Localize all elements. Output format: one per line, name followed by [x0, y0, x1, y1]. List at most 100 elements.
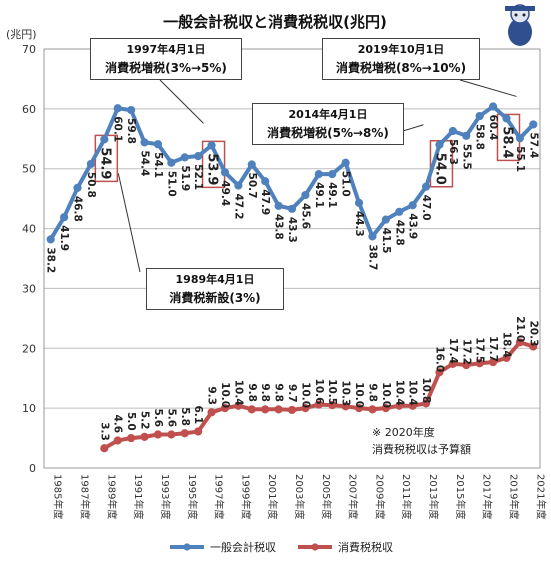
callout-2014-date: 2014年4月1日 — [288, 108, 368, 121]
x-tick-label: 2017年度 — [481, 474, 494, 519]
general-revenue-data-label: 45.6 — [299, 203, 311, 229]
consumption-tax-data-label: 10.4 — [232, 380, 244, 406]
consumption-tax-point — [515, 338, 524, 347]
x-tick-label: 1985年度 — [52, 474, 65, 519]
consumption-tax-point — [354, 404, 364, 413]
consumption-tax-point — [328, 401, 337, 410]
consumption-tax-data-label: 17.5 — [474, 337, 486, 363]
consumption-tax-data-label: 18.4 — [500, 332, 512, 358]
general-revenue-data-label: 58.8 — [474, 124, 486, 150]
consumption-tax-point — [194, 427, 203, 436]
consumption-tax-data-label: 10.0 — [353, 382, 365, 408]
y-tick-label: 20 — [22, 342, 36, 355]
general-revenue-point — [180, 153, 189, 162]
consumption-tax-data-label: 17.2 — [460, 339, 472, 365]
general-revenue-point — [421, 182, 431, 191]
general-revenue-point — [328, 170, 337, 179]
callout-2019-text: 消費税増税(8%→10%) — [335, 61, 467, 75]
consumption-tax-data-label: 10.4 — [407, 380, 419, 406]
general-revenue-point — [502, 114, 511, 123]
consumption-tax-point — [475, 359, 484, 368]
general-revenue-data-label: 47.0 — [420, 195, 432, 221]
consumption-tax-point — [488, 357, 498, 367]
general-revenue-data-label: 56.3 — [447, 139, 459, 165]
general-revenue-point — [287, 204, 297, 213]
callout-1997-pointer — [159, 79, 204, 124]
consumption-tax-data-label: 10.5 — [326, 379, 338, 405]
callout-2014: 2014年4月1日 消費税増税(5%→8%) — [252, 103, 404, 145]
consumption-tax-data-label: 17.4 — [447, 338, 459, 364]
general-revenue-data-label: 46.8 — [72, 196, 84, 222]
y-tick-label: 0 — [29, 462, 36, 475]
general-revenue-data-label: 41.9 — [58, 225, 70, 251]
consumption-tax-data-label: 9.8 — [273, 383, 285, 402]
consumption-tax-data-label: 5.8 — [179, 407, 191, 426]
general-revenue-point — [86, 159, 96, 169]
general-revenue-point — [247, 160, 256, 169]
general-revenue-point — [314, 170, 323, 179]
general-revenue-data-label: 54.1 — [152, 152, 164, 178]
general-revenue-point — [395, 207, 404, 216]
consumption-tax-data-label: 17.7 — [487, 336, 499, 362]
consumption-tax-point — [368, 405, 377, 414]
x-tick-label: 2007年度 — [347, 474, 360, 519]
general-revenue-point — [140, 138, 149, 147]
consumption-tax-data-label: 4.6 — [112, 414, 124, 433]
budget-note-line1: ※ 2020年度 — [372, 426, 435, 439]
consumption-tax-data-label: 10.8 — [420, 377, 432, 403]
general-revenue-point — [234, 181, 243, 190]
x-tick-label: 1993年度 — [159, 474, 172, 519]
y-tick-label: 10 — [22, 402, 36, 415]
callout-2019: 2019年10月1日 消費税増税(8%→10%) — [322, 38, 480, 80]
general-revenue-data-label: 54.9 — [97, 147, 112, 179]
general-revenue-point — [274, 201, 283, 210]
y-tick-label: 50 — [22, 163, 36, 176]
consumption-tax-point — [207, 408, 216, 417]
consumption-tax-point — [421, 399, 431, 408]
general-revenue-point — [73, 183, 82, 192]
consumption-tax-data-label: 16.0 — [433, 346, 445, 372]
consumption-tax-point — [100, 444, 109, 453]
general-revenue-point — [341, 158, 350, 167]
general-revenue-point — [475, 111, 484, 121]
general-revenue-data-label: 55.1 — [514, 146, 526, 172]
general-revenue-point — [194, 152, 203, 161]
general-revenue-point — [301, 190, 310, 200]
consumption-tax-point — [167, 430, 176, 439]
x-tick-label: 2013年度 — [427, 474, 440, 519]
general-revenue-data-label: 53.9 — [205, 153, 220, 185]
general-revenue-point — [515, 134, 524, 143]
consumption-tax-point — [220, 404, 230, 413]
consumption-tax-data-label: 9.8 — [246, 383, 258, 402]
general-revenue-data-label: 50.8 — [85, 172, 97, 198]
consumption-tax-data-label: 9.3 — [206, 386, 218, 405]
x-tick-label: 2021年度 — [534, 474, 547, 519]
general-revenue-data-label: 38.7 — [366, 244, 378, 270]
general-revenue-point — [207, 141, 216, 150]
general-revenue-data-label: 47.2 — [232, 193, 244, 219]
x-tick-label: 2003年度 — [293, 474, 306, 519]
general-revenue-data-label: 44.3 — [353, 211, 365, 237]
consumption-tax-point — [462, 360, 471, 370]
general-revenue-point — [167, 158, 176, 167]
x-tick-label: 2019年度 — [507, 474, 520, 519]
legend-swatch-marker — [311, 543, 319, 551]
general-revenue-data-label: 47.9 — [259, 189, 271, 215]
consumption-tax-point — [502, 353, 511, 362]
x-tick-label: 1987年度 — [79, 474, 92, 519]
general-revenue-data-label: 52.1 — [192, 164, 204, 190]
general-revenue-data-label: 59.8 — [125, 118, 137, 144]
consumption-tax-point — [529, 342, 538, 351]
consumption-tax-point — [381, 404, 390, 413]
consumption-tax-point — [395, 401, 404, 410]
consumption-tax-data-label: 10.6 — [313, 379, 325, 405]
general-revenue-data-label: 60.4 — [487, 114, 499, 140]
consumption-tax-data-label: 5.0 — [125, 412, 137, 431]
callout-1997: 1997年4月1日 消費税増税(3%→5%) — [90, 38, 242, 80]
consumption-tax-point — [234, 401, 243, 410]
callout-2019-pointer — [459, 79, 517, 97]
general-revenue-point — [113, 104, 122, 113]
general-revenue-point — [60, 213, 69, 222]
consumption-tax-data-label: 6.1 — [192, 405, 204, 424]
